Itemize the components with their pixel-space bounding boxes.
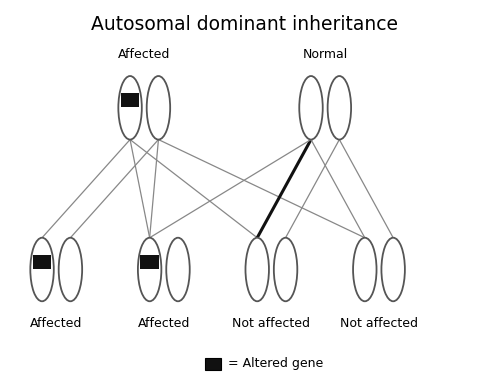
- Text: Affected: Affected: [137, 316, 190, 330]
- Text: Affected: Affected: [118, 48, 170, 60]
- Ellipse shape: [299, 76, 322, 140]
- Ellipse shape: [273, 238, 297, 301]
- Bar: [33, 254, 51, 269]
- Ellipse shape: [381, 238, 404, 301]
- Ellipse shape: [138, 238, 161, 301]
- Ellipse shape: [245, 238, 268, 301]
- Ellipse shape: [59, 238, 82, 301]
- Text: Not affected: Not affected: [339, 316, 417, 330]
- Text: Normal: Normal: [302, 48, 347, 60]
- Text: = Altered gene: = Altered gene: [227, 357, 323, 370]
- Text: Affected: Affected: [30, 316, 82, 330]
- Ellipse shape: [118, 76, 142, 140]
- Ellipse shape: [146, 76, 170, 140]
- Bar: [140, 254, 159, 269]
- Bar: [204, 358, 220, 370]
- Ellipse shape: [166, 238, 189, 301]
- Ellipse shape: [30, 238, 54, 301]
- Ellipse shape: [327, 76, 350, 140]
- Text: Autosomal dominant inheritance: Autosomal dominant inheritance: [91, 15, 397, 34]
- Bar: [121, 93, 139, 107]
- Text: Not affected: Not affected: [232, 316, 310, 330]
- Ellipse shape: [352, 238, 376, 301]
